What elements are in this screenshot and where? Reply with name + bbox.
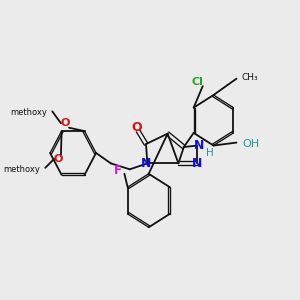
Text: CH₃: CH₃ [242,73,259,82]
Text: Cl: Cl [191,76,203,87]
Text: O: O [60,118,70,128]
Text: methoxy: methoxy [3,165,40,174]
Text: O: O [131,121,142,134]
Text: methoxy: methoxy [10,108,47,117]
Text: N: N [141,157,151,170]
Text: F: F [114,164,122,177]
Text: H: H [206,148,214,158]
Text: N: N [192,157,202,170]
Text: O: O [53,154,63,164]
Text: N: N [194,139,204,152]
Text: OH: OH [242,139,259,149]
